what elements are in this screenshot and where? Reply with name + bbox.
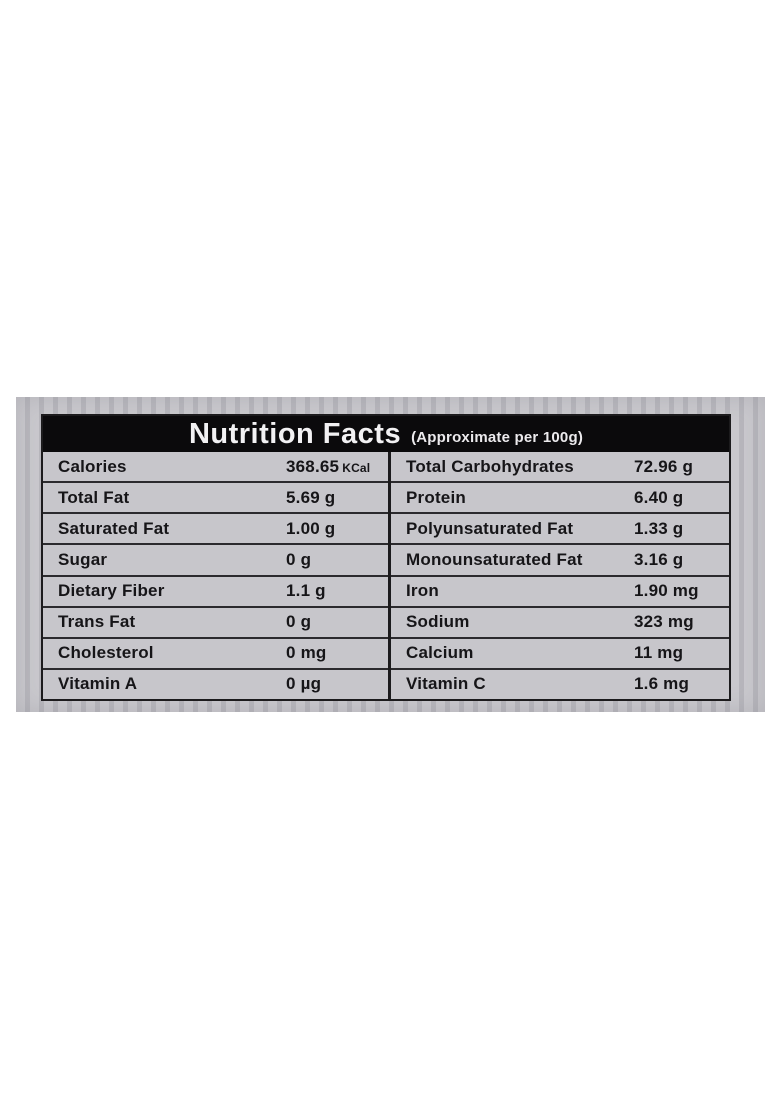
nutrient-name: Calories	[58, 456, 127, 476]
table-row: Calcium 11 mg	[391, 639, 729, 670]
nutrient-value: 0 g	[286, 612, 312, 632]
nutrient-name: Trans Fat	[58, 612, 136, 632]
nutrient-name: Polyunsaturated Fat	[406, 518, 574, 538]
nutrient-amount: 368.65	[286, 456, 340, 476]
nutrient-name: Vitamin A	[58, 674, 138, 694]
table-row: Polyunsaturated Fat 1.33 g	[391, 514, 729, 546]
nutrition-title: Nutrition Facts	[188, 418, 402, 450]
table-row: Calories 368.65 KCal	[43, 452, 388, 484]
nutrient-value: 0 µg	[286, 674, 322, 694]
product-package-photo: Nutrition Facts (Approximate per 100g) C…	[16, 397, 765, 712]
nutrient-value: 1.1 g	[286, 581, 326, 601]
nutrient-name: Total Fat	[58, 487, 130, 507]
nutrient-name: Dietary Fiber	[58, 581, 165, 601]
table-row: Total Fat 5.69 g	[43, 483, 388, 515]
table-row: Monounsaturated Fat 3.16 g	[391, 545, 729, 577]
table-row: Vitamin A 0 µg	[43, 670, 388, 699]
nutrient-value: 11 mg	[634, 643, 684, 663]
nutrition-table-right-column: Total Carbohydrates 72.96 g Protein 6.40…	[391, 452, 729, 699]
table-row: Vitamin C 1.6 mg	[391, 670, 729, 699]
nutrient-value: 6.40 g	[634, 487, 684, 507]
nutrition-table: Calories 368.65 KCal Total Fat 5.69 g Sat…	[43, 452, 729, 699]
nutrient-value: 1.00 g	[286, 518, 336, 538]
nutrient-name: Saturated Fat	[58, 518, 170, 538]
table-row: Protein 6.40 g	[391, 483, 729, 515]
nutrient-value: 72.96 g	[634, 456, 694, 476]
nutrient-name: Cholesterol	[58, 643, 154, 663]
table-row: Cholesterol 0 mg	[43, 639, 388, 670]
nutrient-value: 1.6 mg	[634, 674, 690, 694]
nutrient-value: 323 mg	[634, 612, 694, 632]
table-row: Sugar 0 g	[43, 545, 388, 577]
nutrient-value: 368.65 KCal	[286, 457, 370, 477]
table-row: Dietary Fiber 1.1 g	[43, 577, 388, 608]
nutrient-value: 0 g	[286, 549, 312, 569]
nutrient-name: Protein	[406, 487, 466, 507]
table-row: Trans Fat 0 g	[43, 608, 388, 639]
nutrition-header: Nutrition Facts (Approximate per 100g)	[43, 416, 729, 452]
nutrient-name: Sodium	[406, 612, 470, 632]
nutrition-table-left-column: Calories 368.65 KCal Total Fat 5.69 g Sat…	[43, 452, 391, 699]
nutrient-name: Calcium	[406, 643, 474, 663]
table-row: Sodium 323 mg	[391, 608, 729, 639]
table-row: Saturated Fat 1.00 g	[43, 514, 388, 546]
table-row: Iron 1.90 mg	[391, 577, 729, 608]
nutrient-value: 1.90 mg	[634, 581, 699, 601]
nutrient-name: Total Carbohydrates	[406, 456, 574, 476]
table-row: Total Carbohydrates 72.96 g	[391, 452, 729, 484]
nutrient-name: Vitamin C	[406, 674, 486, 694]
nutrition-facts-panel: Nutrition Facts (Approximate per 100g) C…	[41, 414, 731, 701]
nutrition-subtitle: (Approximate per 100g)	[411, 429, 584, 446]
nutrient-value: 3.16 g	[634, 549, 684, 569]
nutrient-value: 0 mg	[286, 643, 327, 663]
nutrient-name: Sugar	[58, 549, 108, 569]
nutrient-name: Iron	[406, 581, 439, 601]
nutrient-unit: KCal	[342, 460, 371, 475]
nutrient-value: 5.69 g	[286, 487, 336, 507]
nutrient-value: 1.33 g	[634, 518, 684, 538]
nutrient-name: Monounsaturated Fat	[406, 549, 583, 569]
